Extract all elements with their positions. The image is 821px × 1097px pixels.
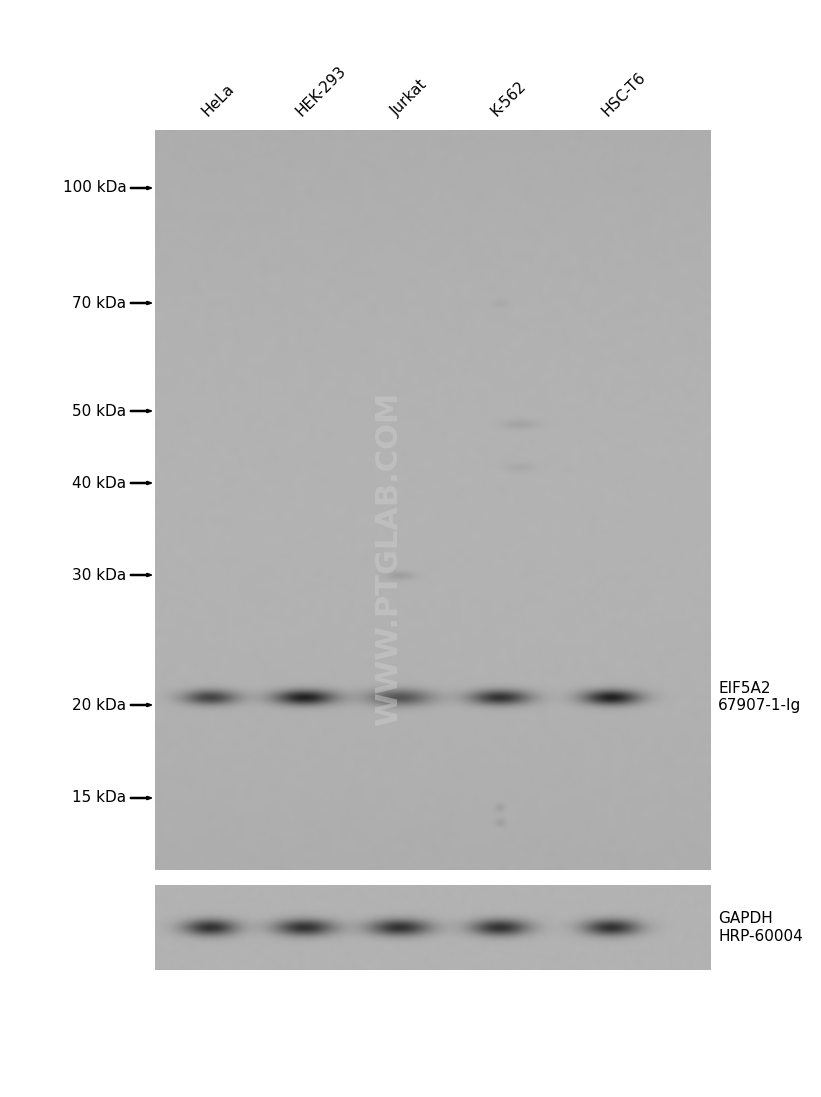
Text: HSC-T6: HSC-T6 — [599, 69, 649, 120]
Text: 30 kDa: 30 kDa — [72, 567, 126, 583]
Text: WWW.PTGLAB.COM: WWW.PTGLAB.COM — [374, 392, 402, 726]
Text: GAPDH
HRP-60004: GAPDH HRP-60004 — [718, 912, 803, 943]
Text: HEK-293: HEK-293 — [293, 64, 350, 120]
Text: 20 kDa: 20 kDa — [72, 698, 126, 712]
Text: HeLa: HeLa — [200, 81, 237, 120]
Text: 15 kDa: 15 kDa — [72, 791, 126, 805]
Text: K-562: K-562 — [488, 78, 530, 120]
Text: 70 kDa: 70 kDa — [72, 295, 126, 310]
Text: 100 kDa: 100 kDa — [62, 181, 126, 195]
Text: 40 kDa: 40 kDa — [72, 475, 126, 490]
Text: EIF5A2
67907-1-Ig: EIF5A2 67907-1-Ig — [718, 681, 801, 713]
Text: 50 kDa: 50 kDa — [72, 404, 126, 418]
Text: Jurkat: Jurkat — [388, 77, 430, 120]
